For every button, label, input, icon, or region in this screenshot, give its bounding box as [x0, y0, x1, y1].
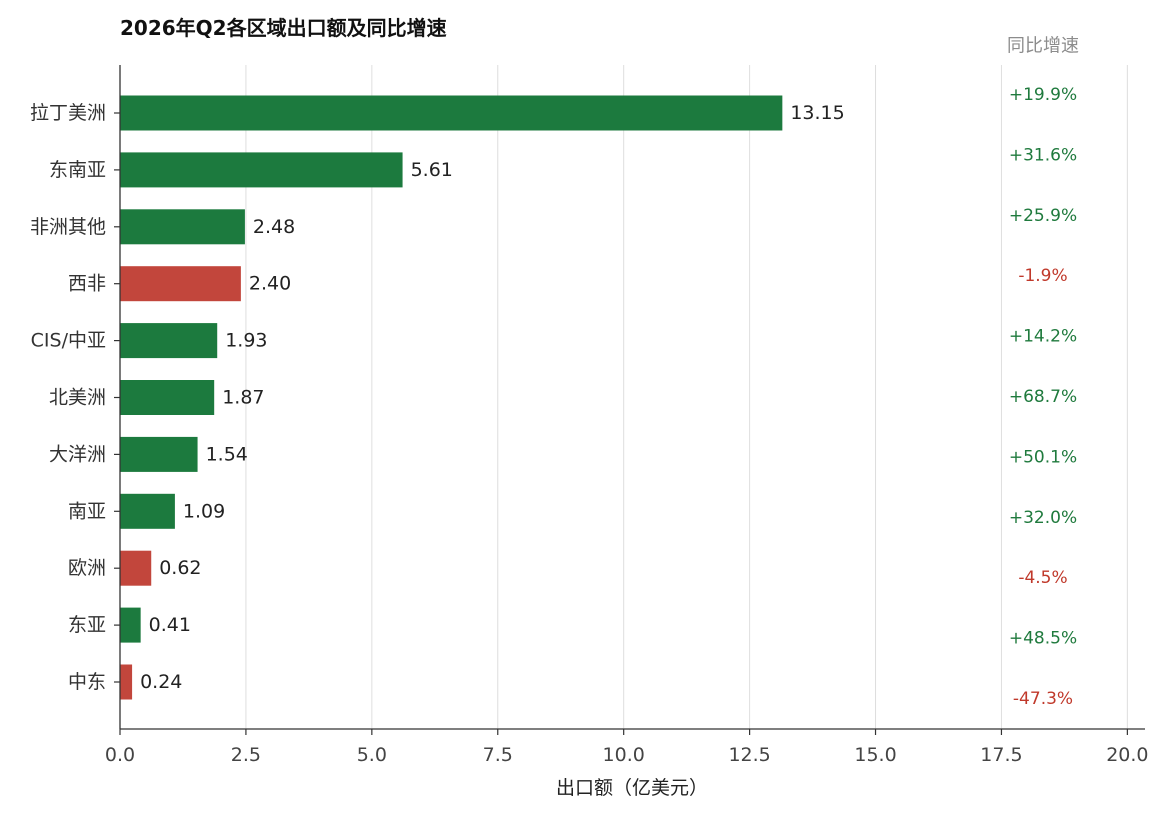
bar-7 [120, 493, 175, 529]
x-tick-label-2: 5.0 [357, 744, 387, 766]
x-tick-label-0: 0.0 [105, 744, 135, 766]
growth-label-4: +14.2% [1009, 327, 1077, 347]
x-tick-label-1: 2.5 [231, 744, 261, 766]
labels: 0.0 2.5 5.0 7.5 10.0 12.5 15.0 17.5 20.0 拉丁美洲 13.1… [30, 85, 1149, 766]
bar-4 [120, 323, 218, 359]
bars [120, 95, 783, 700]
bar-6 [120, 436, 198, 472]
value-label-4: 1.93 [225, 330, 267, 352]
category-label-1: 东南亚 [49, 159, 106, 181]
bar-1 [120, 152, 403, 188]
growth-label-0: +19.9% [1009, 85, 1077, 105]
value-label-9: 0.41 [149, 614, 191, 636]
chart-title: 2026年Q2各区域出口额及同比增速 [120, 16, 447, 40]
value-label-2: 2.48 [253, 216, 295, 238]
growth-label-10: -47.3% [1013, 689, 1073, 709]
category-label-2: 非洲其他 [30, 216, 106, 238]
x-axis-title: 出口额（亿美元） [556, 777, 708, 799]
bar-2 [120, 209, 245, 245]
growth-label-7: +32.0% [1009, 508, 1077, 528]
category-label-4: CIS/中亚 [31, 330, 106, 352]
value-label-5: 1.87 [222, 387, 264, 409]
x-tick-label-8: 20.0 [1106, 744, 1148, 766]
growth-label-6: +50.1% [1009, 447, 1077, 467]
growth-label-3: -1.9% [1018, 266, 1067, 286]
x-tick-label-3: 7.5 [483, 744, 513, 766]
value-label-3: 2.40 [249, 273, 291, 295]
axes [114, 65, 1145, 735]
category-label-3: 西非 [68, 273, 106, 295]
x-tick-label-6: 15.0 [854, 744, 896, 766]
value-label-10: 0.24 [140, 671, 182, 693]
category-label-6: 大洋洲 [49, 443, 106, 465]
bar-0 [120, 95, 783, 131]
growth-column-header: 同比增速 [1007, 36, 1079, 57]
value-label-6: 1.54 [206, 443, 248, 465]
value-label-1: 5.61 [411, 159, 453, 181]
bar-10 [120, 664, 133, 700]
value-label-7: 1.09 [183, 500, 225, 522]
value-label-8: 0.62 [159, 557, 201, 579]
category-label-9: 东亚 [68, 614, 106, 636]
category-label-10: 中东 [68, 671, 106, 693]
growth-label-5: +68.7% [1009, 387, 1077, 407]
growth-label-2: +25.9% [1009, 206, 1077, 226]
x-tick-label-4: 10.0 [603, 744, 645, 766]
category-label-0: 拉丁美洲 [30, 102, 106, 124]
bar-3 [120, 266, 241, 302]
bar-5 [120, 380, 215, 415]
x-tick-label-7: 17.5 [980, 744, 1022, 766]
growth-label-9: +48.5% [1009, 629, 1077, 649]
bar-8 [120, 550, 152, 586]
category-label-8: 欧洲 [68, 557, 106, 579]
category-label-5: 北美洲 [49, 387, 106, 409]
value-label-0: 13.15 [790, 102, 844, 124]
x-tick-label-5: 12.5 [728, 744, 770, 766]
growth-label-8: -4.5% [1018, 568, 1067, 588]
bar-9 [120, 607, 141, 643]
growth-label-1: +31.6% [1009, 145, 1077, 165]
category-label-7: 南亚 [68, 500, 106, 522]
